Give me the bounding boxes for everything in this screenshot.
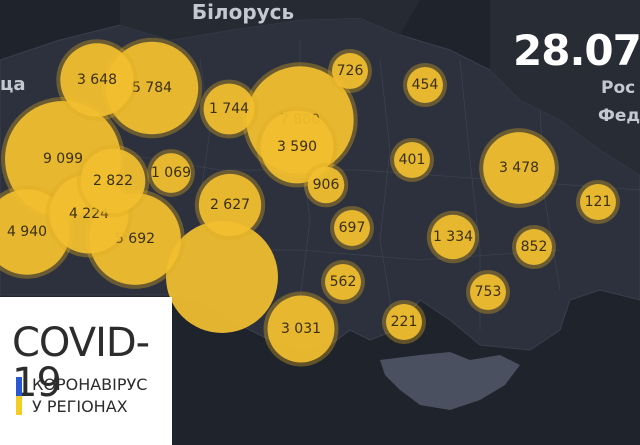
region-bubble-kherson: 221 xyxy=(382,300,426,344)
bubble-label-donetsk: 852 xyxy=(521,239,548,255)
bubble-label-chernihiv: 726 xyxy=(337,63,364,79)
region-bubble-luhansk: 121 xyxy=(576,180,620,224)
bubble-label-zakarpattia: 4 940 xyxy=(7,224,47,240)
panel-subtitle-line1: КОРОНАВІРУС xyxy=(32,377,147,393)
region-bubble-kharkiv: 3 478 xyxy=(479,128,559,208)
bubble-label-kherson: 221 xyxy=(391,314,418,330)
region-bubble-kirovohrad: 697 xyxy=(330,206,374,250)
region-bubble-zhytomyr: 1 744 xyxy=(200,80,259,139)
country-label-left: ца xyxy=(0,74,26,95)
region-bubble-vinnytsia: 2 627 xyxy=(195,170,265,240)
region-bubble-dnipropetrovsk: 1 334 xyxy=(427,211,479,263)
bubble-label-ternopil: 2 822 xyxy=(93,173,133,189)
bubble-label-zaporizhzhia: 753 xyxy=(475,284,502,300)
flag-blue-stripe xyxy=(16,377,22,396)
region-bubble-donetsk: 852 xyxy=(512,225,556,269)
country-label-russia-1: Рос xyxy=(601,78,635,98)
region-bubble-odesa: 3 031 xyxy=(264,292,339,367)
flag-yellow-stripe xyxy=(16,396,22,415)
bubble-label-poltava: 401 xyxy=(399,152,426,168)
bubble-label-cherkasy: 906 xyxy=(313,177,340,193)
bubble-label-khmelnytskyi: 1 069 xyxy=(151,165,191,181)
title-panel: COVID-19 КОРОНАВІРУС У РЕГІОНАХ xyxy=(0,297,172,445)
bubble-label-volyn: 3 648 xyxy=(77,72,117,88)
region-bubble-mykolaiv: 562 xyxy=(321,260,365,304)
region-bubble-sumy: 454 xyxy=(403,63,447,107)
region-bubble-cherkasy: 906 xyxy=(304,163,349,208)
bubble-label-odesa: 3 031 xyxy=(281,321,321,337)
bubble-label-rivne: 5 784 xyxy=(132,80,172,96)
region-bubble-ternopil: 2 822 xyxy=(77,145,150,218)
region-bubble-poltava: 401 xyxy=(390,138,434,182)
region-bubble-zaporizhzhia: 753 xyxy=(466,270,510,314)
bubble-label-luhansk: 121 xyxy=(585,194,612,210)
region-bubble-volyn: 3 648 xyxy=(56,39,137,120)
date-label: 28.07 xyxy=(513,26,640,75)
bubble-label-vinnytsia: 2 627 xyxy=(210,197,250,213)
ukraine-flag-icon xyxy=(16,377,22,415)
bubble-label-kyiv-oblast: 3 590 xyxy=(277,139,317,155)
region-bubble-chernihiv: 726 xyxy=(328,49,372,93)
bubble-label-dnipropetrovsk: 1 334 xyxy=(433,229,473,245)
country-label-belarus: Білорусь xyxy=(192,0,294,24)
bubble-label-zhytomyr: 1 744 xyxy=(209,101,249,117)
panel-subtitle-line2: У РЕГІОНАХ xyxy=(32,399,128,415)
bubble-label-kharkiv: 3 478 xyxy=(499,160,539,176)
country-label-russia-2: Фед xyxy=(598,106,640,126)
bubble-label-mykolaiv: 562 xyxy=(330,274,357,290)
bubble-label-lviv: 9 099 xyxy=(43,151,83,167)
bubble-label-sumy: 454 xyxy=(412,77,439,93)
bubble-label-kirovohrad: 697 xyxy=(339,220,366,236)
region-bubble-khmelnytskyi: 1 069 xyxy=(147,149,195,197)
